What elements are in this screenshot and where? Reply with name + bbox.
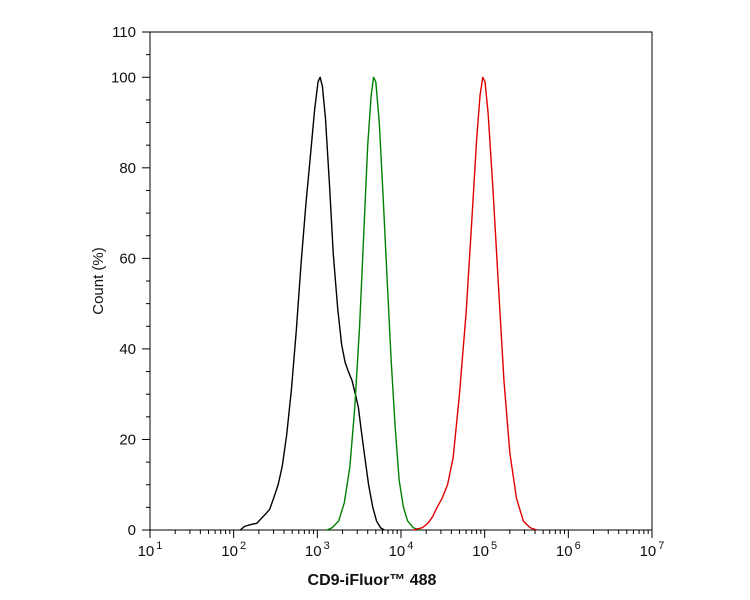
y-tick-label: 110 (112, 24, 136, 41)
y-tick-label: 20 (119, 431, 136, 448)
histogram-series-3 (413, 76, 538, 531)
plot-frame (149, 31, 653, 531)
histogram-series-2 (326, 76, 421, 531)
x-axis: 10 1 10 2 10 3 10 4 10 5 10 6 10 7 (138, 530, 665, 560)
histogram-curves (239, 76, 538, 531)
y-axis-title: Count (%) (90, 247, 107, 315)
x-tick-label: 10 4 (389, 540, 414, 560)
x-tick-label: 10 6 (556, 540, 581, 560)
x-tick-label: 10 1 (138, 540, 163, 560)
y-tick-label: 80 (119, 160, 136, 177)
x-axis-title: CD9-iFluor™ 488 (308, 572, 437, 589)
y-tick-label: 0 (128, 522, 136, 539)
x-tick-label: 10 7 (640, 540, 665, 560)
y-tick-label: 100 (111, 69, 136, 86)
x-tick-label: 10 3 (305, 540, 330, 560)
x-tick-label: 10 2 (221, 540, 246, 560)
y-tick-label: 40 (119, 341, 136, 358)
x-tick-label: 10 5 (472, 540, 497, 560)
y-tick-label: 60 (119, 250, 136, 267)
y-axis: 0 20 40 60 80 100 110 (111, 24, 150, 539)
histogram-series-1 (239, 76, 385, 531)
